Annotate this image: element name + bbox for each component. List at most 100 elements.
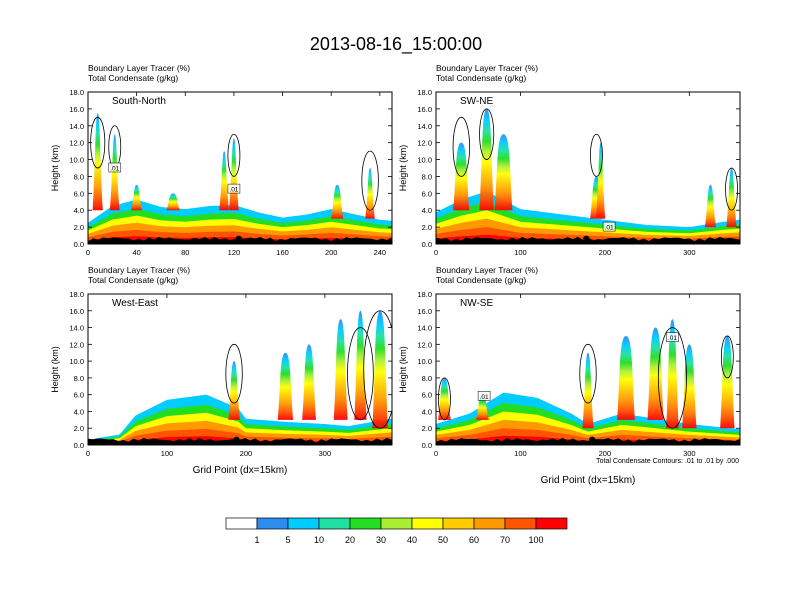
y-tick-label: 0.0 (422, 441, 432, 450)
panel-west-east: 0.0 2.0 4.0 6.0 8.0 10.0 12.0 14.0 16.0 18.0 0 100 2… (50, 265, 393, 476)
y-tick-label: 14.0 (69, 122, 84, 131)
contour-label: .01 (602, 221, 616, 232)
tracer-plume (582, 352, 594, 429)
y-tick-label: 6.0 (422, 391, 432, 400)
y-axis-label: Height (km) (50, 346, 60, 393)
tracer-plume (372, 310, 388, 429)
contour-label: .01 (108, 162, 122, 173)
panel-header-condensate: Total Condensate (g/kg) (88, 73, 178, 83)
y-tick-label: 0.0 (422, 240, 432, 249)
panel-nw-se: .01 .01 0.0 2.0 4.0 6.0 8.0 10.0 12.0 14.0 16.0 18.… (398, 265, 741, 486)
terrain (88, 437, 392, 445)
condensate-contour (579, 343, 597, 404)
y-tick-label: 6.0 (74, 189, 84, 198)
x-tick-label: 100 (161, 449, 174, 458)
colorbar-swatch (535, 517, 568, 530)
colorbar-swatch (442, 517, 475, 530)
location-marker (583, 235, 590, 243)
colorbar-swatch (504, 517, 537, 530)
contour-label: .01 (227, 183, 241, 194)
y-tick-label: 8.0 (422, 374, 432, 383)
y-tick-label: 2.0 (74, 223, 84, 232)
panel-label: South-North (112, 96, 166, 107)
y-tick-label: 18.0 (69, 290, 84, 299)
condensate-contour (590, 133, 603, 177)
plot-frame (435, 91, 741, 245)
y-tick-label: 10.0 (69, 357, 84, 366)
location-marker (588, 436, 596, 444)
svg-text:.01: .01 (110, 166, 119, 173)
y-tick-label: 14.0 (69, 324, 84, 333)
y-tick-label: 4.0 (422, 407, 432, 416)
panel-header-tracer: Boundary Layer Tracer (%) (88, 63, 190, 73)
tracer-plume (365, 168, 375, 219)
tracer-plume (302, 344, 317, 420)
x-tick-label: 200 (325, 248, 338, 257)
colorbar: 1 5 10 20 30 40 50 60 70 100 (225, 517, 568, 545)
tracer-plume (166, 193, 180, 211)
tracer-plume (131, 184, 143, 211)
panel-header-condensate: Total Condensate (g/kg) (88, 275, 178, 285)
y-tick-label: 10.0 (417, 156, 432, 165)
x-axis-label: Grid Point (dx=15km) (193, 465, 288, 476)
x-tick-label: 100 (514, 449, 527, 458)
y-tick-label: 16.0 (417, 307, 432, 316)
x-tick-label: 300 (319, 449, 332, 458)
condensate-contour (657, 327, 687, 429)
plot-frame (435, 293, 741, 446)
tracer-plume (92, 113, 103, 211)
y-tick-label: 2.0 (422, 424, 432, 433)
condensate-contour (438, 377, 451, 421)
y-tick-label: 12.0 (69, 139, 84, 148)
y-tick-label: 10.0 (69, 156, 84, 165)
tracer-plume (666, 319, 679, 429)
y-tick-label: 12.0 (417, 139, 432, 148)
x-tick-label: 100 (514, 248, 527, 257)
panel-label: SW-NE (460, 96, 493, 107)
panel-sw-ne: .01 0.0 2.0 4.0 6.0 8.0 10.0 12.0 14.0 16.0 18.0 0 1… (398, 63, 741, 257)
colorbar-label: 5 (285, 535, 290, 545)
y-axis-label: Height (km) (50, 145, 60, 192)
contour-label: .01 (477, 391, 491, 401)
tracer-plume (647, 327, 664, 420)
y-tick-label: 0.0 (74, 240, 84, 249)
y-tick-label: 0.0 (74, 441, 84, 450)
tracer-plume (219, 151, 230, 211)
condensate-contour (225, 343, 243, 404)
plot-frame (87, 91, 393, 245)
tracer-plume (704, 184, 716, 228)
tracer-plume (331, 184, 344, 219)
x-tick-label: 300 (683, 248, 696, 257)
x-tick-label: 0 (434, 248, 438, 257)
condensate-contour (452, 116, 471, 177)
x-tick-label: 0 (86, 248, 90, 257)
tracer-plume (228, 361, 240, 420)
colorbar-swatch (473, 517, 506, 530)
panel-label: West-East (112, 298, 158, 309)
tracer-plume (277, 352, 294, 420)
x-tick-label: 0 (434, 449, 438, 458)
y-tick-label: 6.0 (422, 189, 432, 198)
y-tick-label: 14.0 (417, 122, 432, 131)
y-tick-label: 18.0 (69, 88, 84, 97)
colorbar-label: 50 (438, 535, 448, 545)
x-tick-label: 200 (599, 248, 612, 257)
colorbar-swatch (225, 517, 258, 530)
panel-header-condensate: Total Condensate (g/kg) (436, 275, 526, 285)
colorbar-label: 100 (528, 535, 543, 545)
y-axis-label: Height (km) (398, 145, 408, 192)
y-tick-label: 16.0 (417, 105, 432, 114)
tracer-plume (229, 138, 239, 211)
contour-label: .01 (666, 332, 679, 342)
colorbar-label: 10 (314, 535, 324, 545)
colorbar-swatch (318, 517, 351, 530)
colorbar-swatch (349, 517, 382, 530)
colorbar-label: 30 (376, 535, 386, 545)
figure-title: 2013-08-16_15:00:00 (310, 34, 482, 55)
y-tick-label: 12.0 (417, 340, 432, 349)
panel-label: NW-SE (460, 298, 493, 309)
condensate-contour (347, 327, 374, 421)
terrain (436, 437, 740, 445)
y-tick-label: 10.0 (417, 357, 432, 366)
